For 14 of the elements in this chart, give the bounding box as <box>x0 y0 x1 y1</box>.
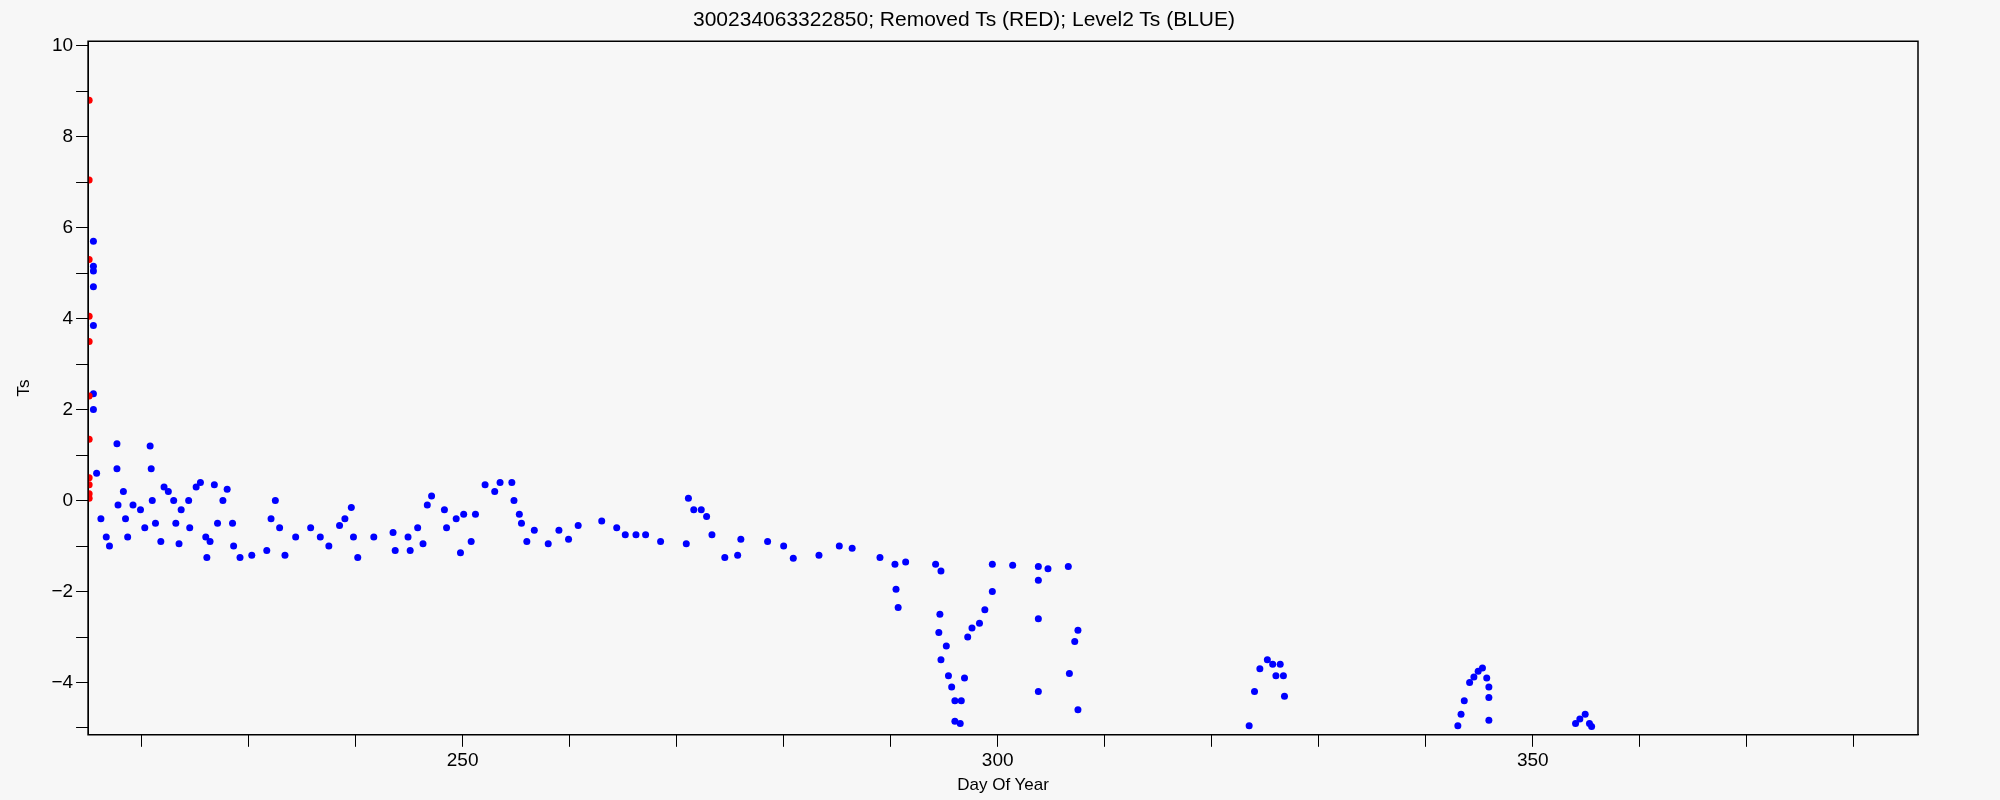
y-tick-label: 10 <box>51 33 74 55</box>
y-tick-label: 4 <box>62 306 74 328</box>
x-tick-label: 350 <box>1516 749 1549 771</box>
y-axis-title: Ts <box>13 379 33 397</box>
x-tick-label: 250 <box>446 749 479 771</box>
y-tick-label: 2 <box>62 397 74 419</box>
chart-title: 300234063322850; Removed Ts (RED); Level2 Ts (BLUE) <box>692 7 1236 31</box>
y-tick-label: −2 <box>51 579 74 601</box>
y-tick-label: 6 <box>62 215 74 237</box>
y-tick-label: −4 <box>51 670 74 692</box>
x-tick-label: 300 <box>981 749 1014 771</box>
x-axis-title: Day Of Year <box>957 775 1050 795</box>
y-tick-label: 0 <box>62 488 74 510</box>
y-tick-label: 8 <box>62 124 74 146</box>
